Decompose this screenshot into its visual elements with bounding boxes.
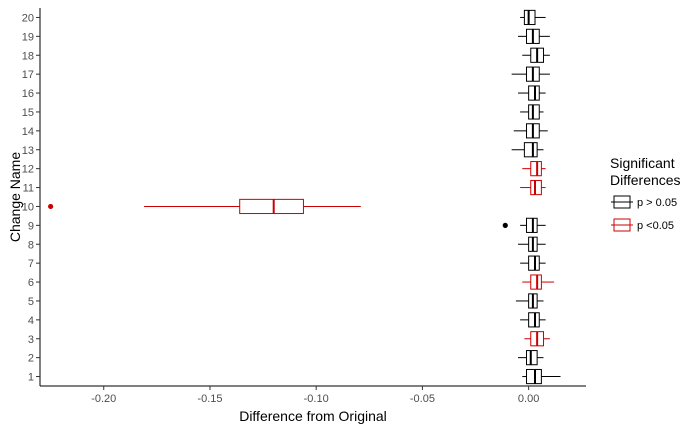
outlier-point [48,203,54,210]
y-tick-label: 15 [22,107,34,119]
box-iqr [530,161,542,177]
y-tick-label: 11 [23,183,34,195]
legend-key-2 [611,218,633,232]
legend-title-line-1: Significant [610,155,675,171]
box-14 [513,123,548,139]
y-tick-label: 16 [22,88,34,100]
box-11 [520,179,546,196]
y-tick-label: 3 [28,334,34,346]
box-19 [518,28,550,44]
box-9 [502,217,546,233]
x-tick-label: -0.20 [91,393,116,405]
x-axis-title: Difference from Original [239,408,387,424]
y-tick-label: 7 [28,258,34,270]
y-tick-label: 18 [22,50,34,62]
box-3 [524,331,550,347]
x-tick-label: 0.00 [518,393,539,405]
box-13 [511,142,544,158]
y-tick-label: 9 [28,220,34,232]
box-20 [520,9,546,26]
y-tick-label: 2 [28,353,34,365]
box-iqr [239,198,304,215]
y-tick-label: 1 [28,372,34,384]
box-15 [520,104,544,120]
box-18 [522,47,550,63]
box-iqr [530,274,542,290]
box-iqr [530,179,542,196]
box-1 [522,368,561,385]
box-6 [522,274,555,290]
y-tick-label: 14 [22,126,34,138]
box-5 [515,293,544,309]
plot-area [48,9,561,385]
x-axis-ticks: -0.20 -0.15 -0.10 -0.05 0.00 [91,386,539,405]
y-tick-label: 13 [22,145,34,157]
y-tick-label: 10 [22,201,34,213]
box-17 [511,66,550,82]
box-7 [520,255,546,271]
legend-label: p > 0.05 [637,197,677,209]
box-iqr [528,104,540,120]
box-iqr [523,142,538,158]
box-iqr [523,9,536,26]
box-16 [518,85,546,101]
x-tick-label: -0.10 [304,393,329,405]
box-iqr [526,368,542,385]
y-tick-label: 20 [22,12,34,24]
legend-title-line-2: Differences [610,172,681,188]
box-iqr [526,217,538,233]
box-iqr [528,312,540,328]
y-tick-label: 12 [22,164,34,176]
x-tick-label: -0.15 [197,393,222,405]
box-8 [518,236,546,252]
box-iqr [528,255,540,271]
y-tick-label: 8 [28,239,34,251]
y-tick-label: 19 [22,31,34,43]
box-iqr [528,85,540,101]
legend: Significant Differences p > 0.05 p <0.05 [610,155,681,232]
box-10 [48,198,361,215]
outlier-point [502,222,508,228]
box-4 [520,312,546,328]
y-tick-label: 17 [22,69,34,81]
legend-label: p <0.05 [637,220,674,232]
box-2 [518,350,544,366]
y-tick-label: 6 [28,277,34,289]
legend-key-1 [611,195,633,209]
axes [39,8,586,387]
x-tick-label: -0.05 [410,393,435,405]
y-tick-label: 5 [28,296,34,308]
y-tick-label: 4 [28,315,34,327]
box-iqr [526,350,538,366]
y-axis-title: Change Name [7,152,23,242]
box-12 [522,161,546,177]
